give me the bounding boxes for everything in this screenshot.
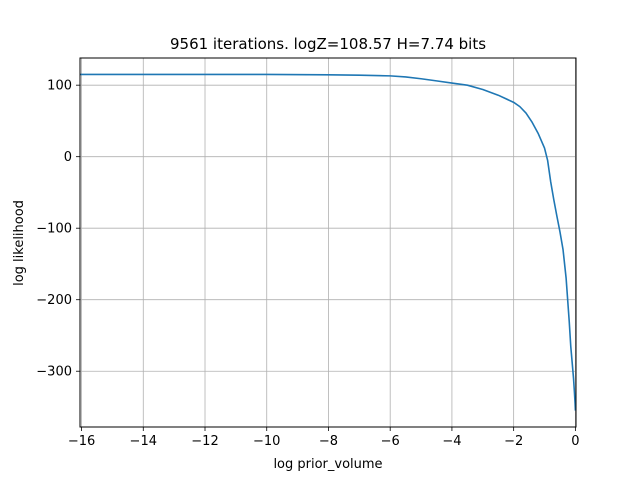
chart-title: 9561 iterations. logZ=108.57 H=7.74 bits: [170, 35, 486, 53]
y-tick-label: −200: [36, 293, 72, 308]
y-tick-label: 100: [47, 79, 72, 94]
y-axis-label: log likelihood: [12, 200, 27, 286]
x-axis-label: log prior_volume: [273, 457, 382, 472]
plot-frame: [79, 57, 577, 428]
y-tick-label: −100: [36, 222, 72, 237]
x-tick-label: −10: [253, 434, 280, 449]
y-tick-label: −300: [36, 365, 72, 380]
grid: [80, 58, 576, 427]
x-tick-label: −2: [504, 434, 523, 449]
x-tick-label: 0: [571, 434, 579, 449]
x-tick-label: −6: [381, 434, 400, 449]
x-tick-label: −14: [130, 434, 157, 449]
x-tick-label: −4: [442, 434, 461, 449]
x-axis-ticks: −16 −14 −12 −10 −8 −6 −4 −2 0: [68, 427, 580, 449]
x-tick-label: −12: [191, 434, 218, 449]
series-line: [80, 73, 577, 411]
y-axis-ticks: 100 0 −100 −200 −300: [36, 79, 80, 380]
y-tick-label: 0: [64, 150, 72, 165]
x-tick-label: −8: [319, 434, 338, 449]
x-tick-label: −16: [68, 434, 95, 449]
series-layer: [80, 73, 577, 411]
